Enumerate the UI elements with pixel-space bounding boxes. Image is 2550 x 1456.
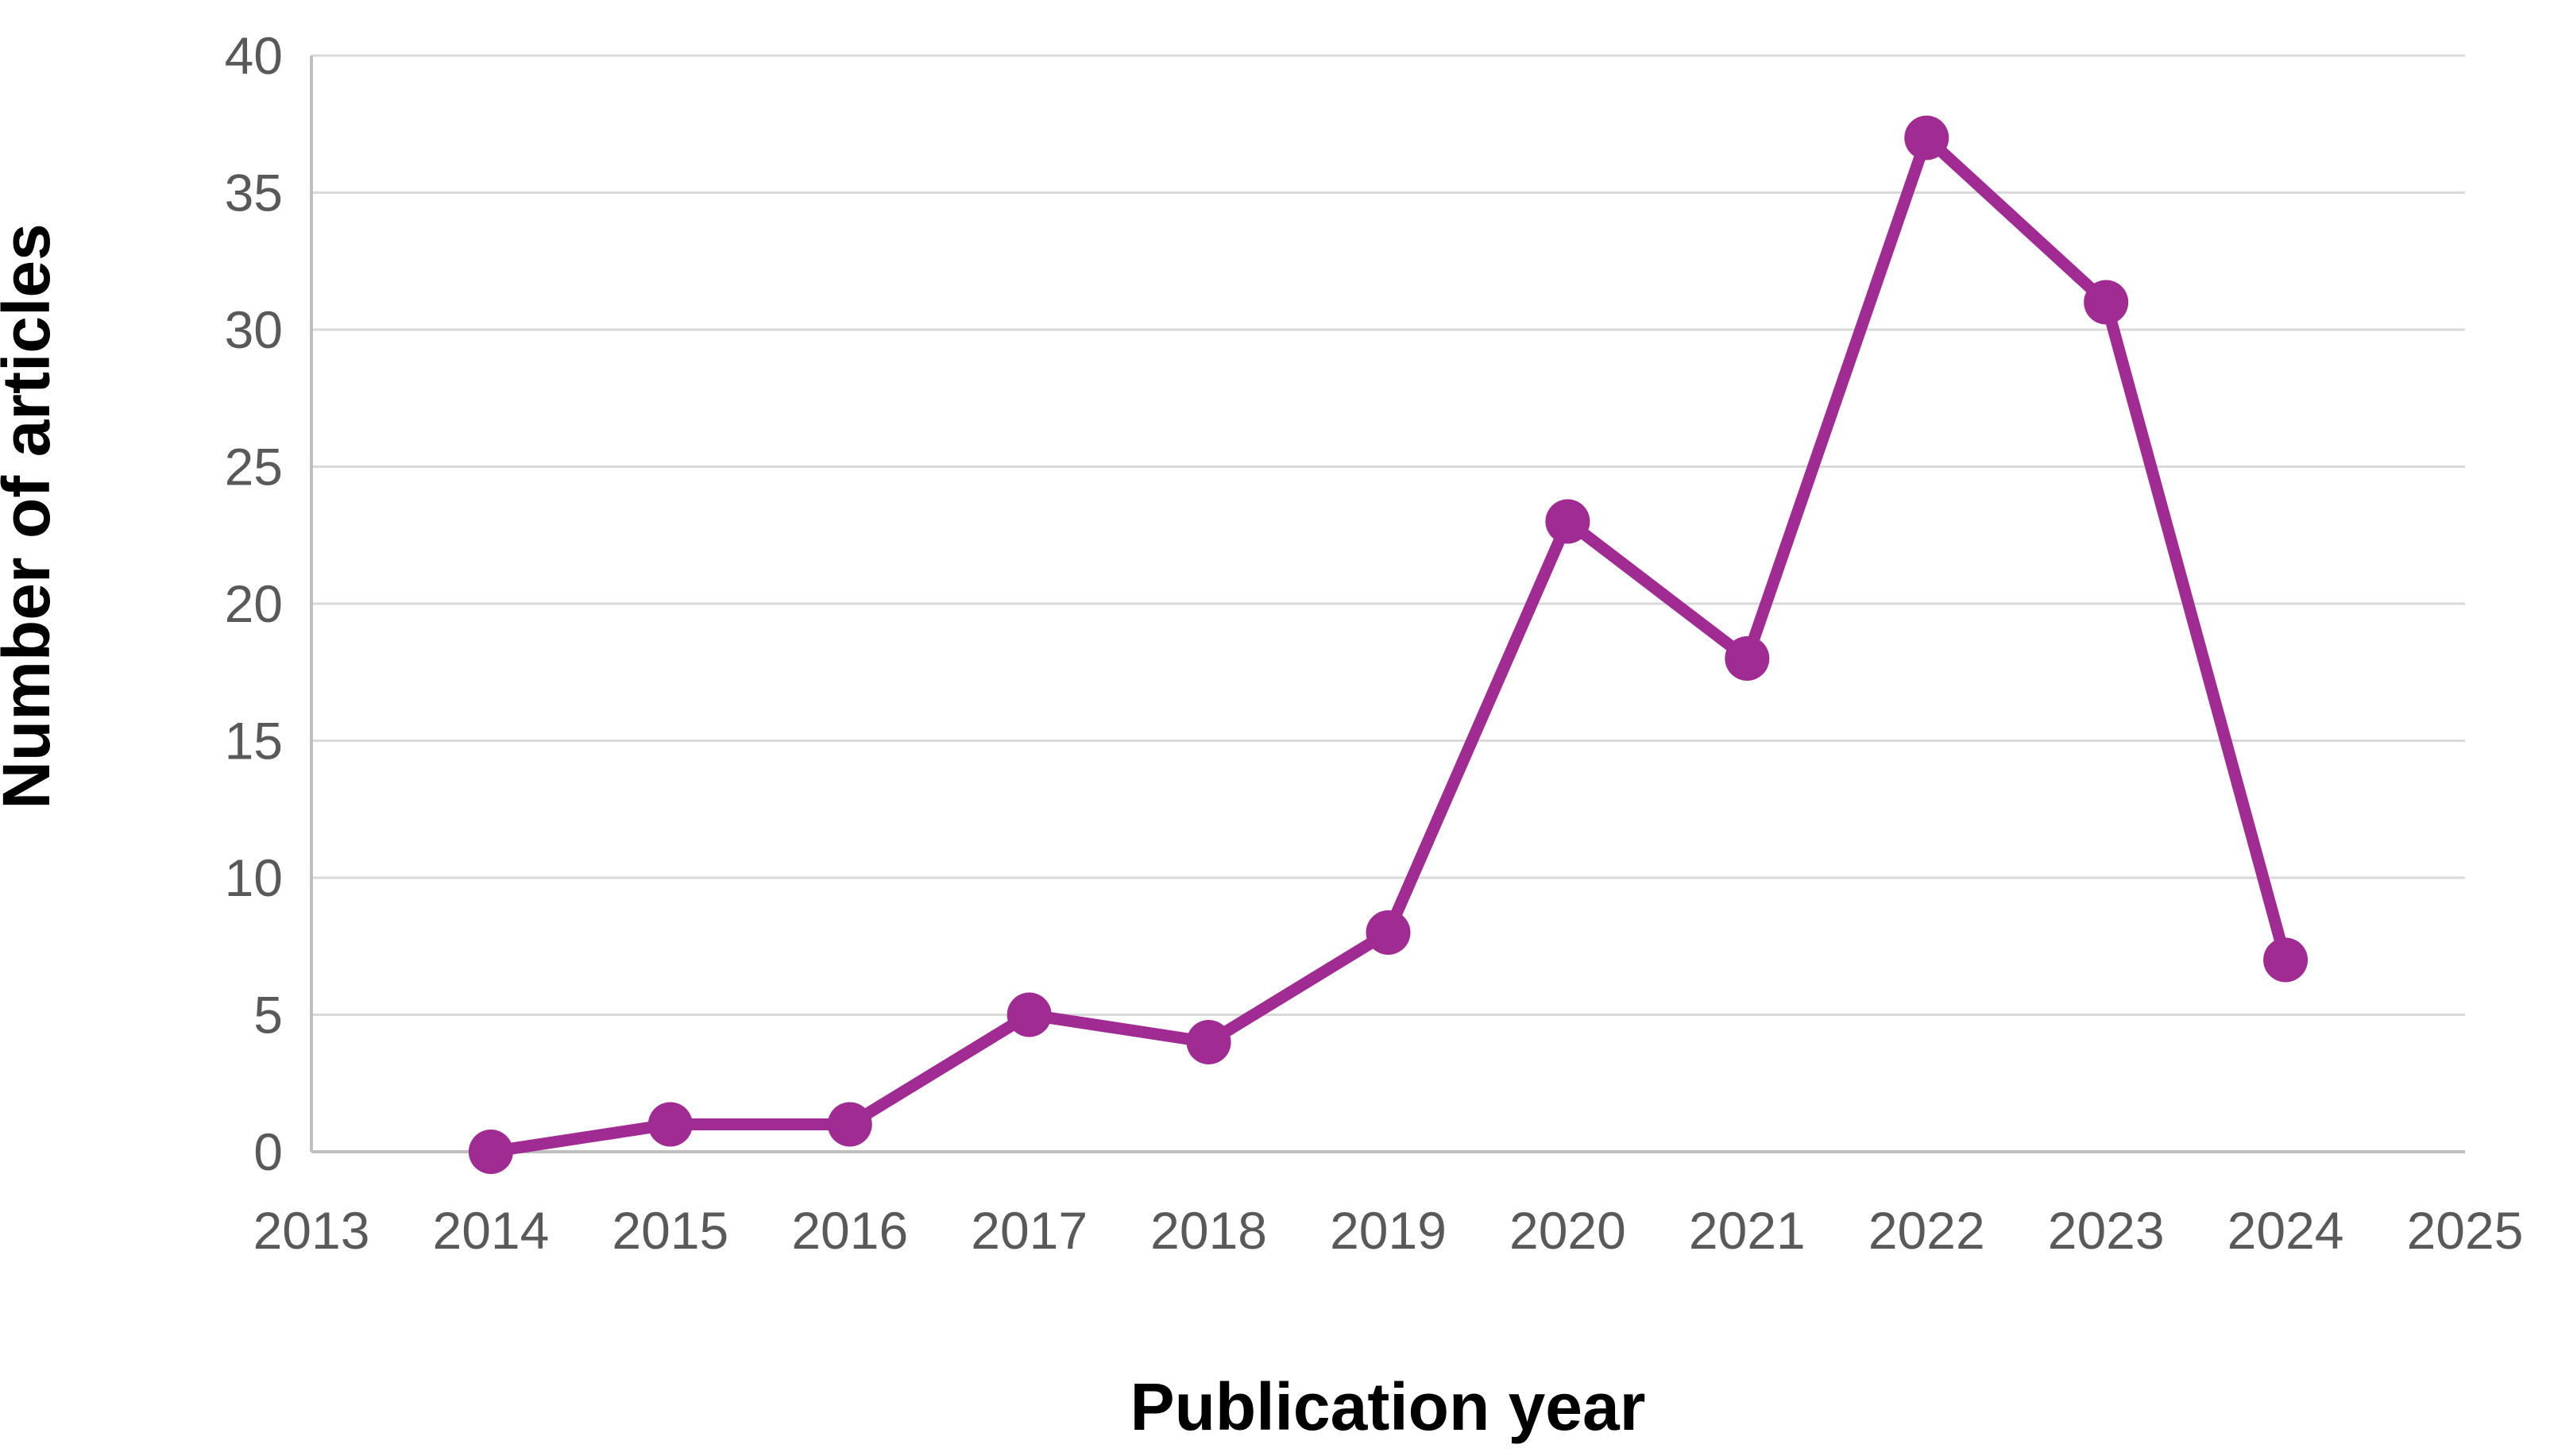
x-tick-label: 2016 (791, 1201, 908, 1260)
x-tick-label: 2019 (1330, 1201, 1447, 1260)
y-tick-label: 0 (253, 1122, 283, 1181)
y-tick-label: 20 (225, 574, 283, 633)
data-point-2024 (2263, 937, 2309, 983)
data-point-2016 (827, 1102, 872, 1147)
x-tick-label: 2018 (1150, 1201, 1267, 1260)
y-tick-label: 35 (225, 164, 283, 222)
x-tick-label: 2023 (2048, 1201, 2165, 1260)
x-tick-label: 2020 (1509, 1201, 1626, 1260)
y-axis-title: Number of articles (0, 223, 64, 809)
x-tick-label: 2021 (1689, 1201, 1806, 1260)
x-tick-label: 2022 (1868, 1201, 1985, 1260)
data-point-2018 (1186, 1020, 1231, 1064)
x-tick-label: 2025 (2407, 1201, 2524, 1260)
data-point-2014 (468, 1130, 513, 1174)
x-tick-label: 2013 (253, 1201, 370, 1260)
y-axis-tick-labels: 0 5 10 15 20 25 30 35 40 (225, 26, 283, 1181)
y-tick-label: 15 (225, 712, 283, 770)
data-point-2017 (1006, 992, 1052, 1037)
x-tick-label: 2017 (971, 1201, 1088, 1260)
gridlines (311, 54, 2465, 1153)
series-line (485, 132, 2292, 1158)
data-series (468, 115, 2309, 1174)
x-tick-label: 2024 (2227, 1201, 2344, 1260)
y-tick-label: 5 (253, 986, 283, 1045)
data-point-2023 (2084, 280, 2129, 325)
data-point-2015 (647, 1102, 693, 1147)
data-point-2021 (1725, 636, 1770, 681)
x-axis-title: Publication year (1130, 1369, 1646, 1444)
y-tick-label: 10 (225, 848, 283, 907)
data-point-2020 (1545, 499, 1590, 544)
data-point-2019 (1366, 910, 1411, 955)
axes (310, 56, 2465, 1153)
x-tick-label: 2015 (612, 1201, 728, 1260)
x-axis-tick-labels: 2013 2014 2015 2016 2017 2018 2019 2020 2021 2022… (253, 1201, 2524, 1260)
x-tick-label: 2014 (433, 1201, 550, 1260)
data-point-2022 (1904, 115, 1949, 160)
y-tick-label: 25 (225, 438, 283, 496)
y-tick-label: 40 (225, 26, 283, 85)
y-tick-label: 30 (225, 300, 283, 359)
